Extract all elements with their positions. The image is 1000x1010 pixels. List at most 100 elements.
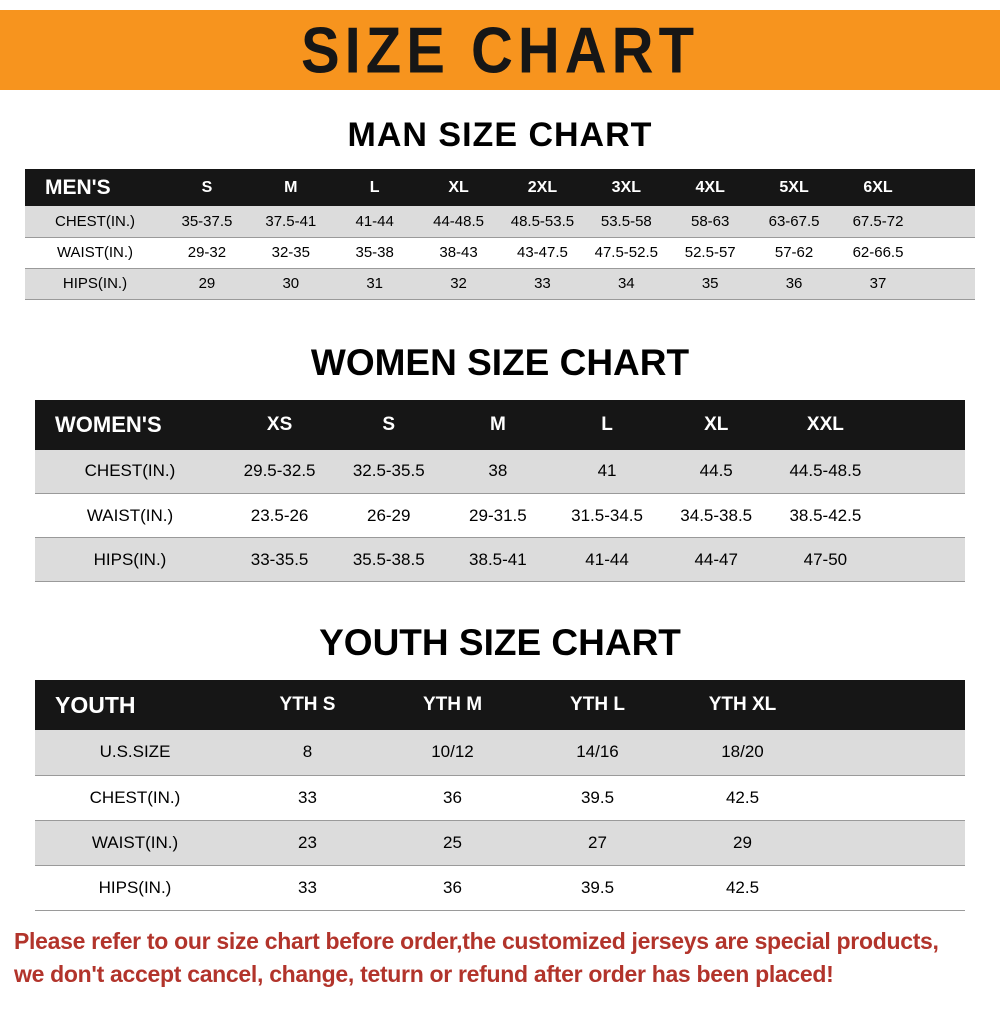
cell-value: 34.5-38.5 xyxy=(661,493,771,538)
cell-value: 33-35.5 xyxy=(225,537,335,582)
row-label: WAIST(IN.) xyxy=(25,237,165,269)
cell-value: 38 xyxy=(443,449,553,494)
filler-cell xyxy=(815,775,965,821)
column-header: 6XL xyxy=(836,169,920,206)
cell-value: 41 xyxy=(552,449,662,494)
cell-value: 33 xyxy=(235,865,380,911)
row-label: WAIST(IN.) xyxy=(35,493,225,538)
cell-value: 23.5-26 xyxy=(225,493,335,538)
cell-value: 63-67.5 xyxy=(752,206,836,238)
column-header: M xyxy=(248,169,333,206)
table-header-row: WOMEN'S XS S M L XL XXL xyxy=(35,399,965,450)
cell-value: 32.5-35.5 xyxy=(334,449,444,494)
row-label: CHEST(IN.) xyxy=(25,206,165,238)
cell-value: 58-63 xyxy=(668,206,753,238)
table-row: U.S.SIZE 8 10/12 14/16 18/20 xyxy=(35,730,965,776)
cell-value: 62-66.5 xyxy=(836,237,920,269)
row-label: U.S.SIZE xyxy=(35,730,235,776)
table-row: HIPS(IN.) 33-35.5 35.5-38.5 38.5-41 41-44 44-… xyxy=(35,537,965,582)
men-section-heading: MAN SIZE CHART xyxy=(347,116,653,154)
men-size-section: MAN SIZE CHART MEN'S S M L XL 2XL 3XL 4XL 5XL 6XL… xyxy=(0,116,1000,300)
column-header: YTH L xyxy=(525,680,670,730)
cell-value: 38-43 xyxy=(416,237,501,269)
column-header: 2XL xyxy=(500,169,585,206)
cell-value: 38.5-41 xyxy=(443,537,553,582)
filler-cell xyxy=(880,399,965,450)
row-label: HIPS(IN.) xyxy=(35,537,225,582)
table-row: HIPS(IN.) 29 30 31 32 33 34 35 36 37 xyxy=(25,268,975,300)
column-header: 3XL xyxy=(584,169,669,206)
cell-value: 36 xyxy=(380,865,525,911)
cell-value: 48.5-53.5 xyxy=(500,206,585,238)
filler-cell xyxy=(920,237,975,269)
column-header: XXL xyxy=(770,399,880,450)
cell-value: 35.5-38.5 xyxy=(334,537,444,582)
size-chart-page: SIZE CHART MAN SIZE CHART MEN'S S M L XL 2XL 3… xyxy=(0,10,1000,991)
cell-value: 57-62 xyxy=(752,237,836,269)
row-label: CHEST(IN.) xyxy=(35,449,225,494)
cell-value: 30 xyxy=(248,268,333,300)
table-row: HIPS(IN.) 33 36 39.5 42.5 xyxy=(35,865,965,911)
column-header: S xyxy=(334,399,444,450)
cell-value: 37.5-41 xyxy=(248,206,333,238)
cell-value: 38.5-42.5 xyxy=(770,493,880,538)
filler-cell xyxy=(920,206,975,238)
order-notice: Please refer to our size chart before or… xyxy=(14,925,1000,992)
cell-value: 35-37.5 xyxy=(165,206,249,238)
filler-cell xyxy=(815,730,965,776)
table-header-row: YOUTH YTH S YTH M YTH L YTH XL xyxy=(35,680,965,730)
cell-value: 39.5 xyxy=(525,865,670,911)
cell-value: 37 xyxy=(836,268,920,300)
filler-cell xyxy=(880,493,965,538)
column-header: XS xyxy=(225,399,335,450)
table-row: CHEST(IN.) 29.5-32.5 32.5-35.5 38 41 44.5 44.5… xyxy=(35,449,965,494)
cell-value: 33 xyxy=(500,268,585,300)
cell-value: 52.5-57 xyxy=(668,237,753,269)
cell-value: 31 xyxy=(332,268,417,300)
table-row: WAIST(IN.) 23 25 27 29 xyxy=(35,820,965,866)
cell-value: 26-29 xyxy=(334,493,444,538)
cell-value: 29-32 xyxy=(165,237,249,269)
cell-value: 36 xyxy=(752,268,836,300)
filler-cell xyxy=(920,268,975,300)
table-corner-label: MEN'S xyxy=(25,169,165,206)
cell-value: 35 xyxy=(668,268,753,300)
page-title: SIZE CHART xyxy=(301,13,699,87)
column-header: YTH XL xyxy=(670,680,815,730)
cell-value: 43-47.5 xyxy=(500,237,585,269)
column-header: L xyxy=(552,399,662,450)
column-header: 5XL xyxy=(752,169,836,206)
row-label: HIPS(IN.) xyxy=(25,268,165,300)
column-header: S xyxy=(165,169,249,206)
table-header-row: MEN'S S M L XL 2XL 3XL 4XL 5XL 6XL xyxy=(25,169,975,206)
cell-value: 53.5-58 xyxy=(584,206,669,238)
table-row: WAIST(IN.) 23.5-26 26-29 29-31.5 31.5-34.5 34… xyxy=(35,493,965,538)
cell-value: 27 xyxy=(525,820,670,866)
youth-section-heading: YOUTH SIZE CHART xyxy=(319,622,681,663)
banner: SIZE CHART xyxy=(0,10,1000,90)
table-row: CHEST(IN.) 33 36 39.5 42.5 xyxy=(35,775,965,821)
column-header: XL xyxy=(416,169,501,206)
cell-value: 41-44 xyxy=(332,206,417,238)
men-size-table: MEN'S S M L XL 2XL 3XL 4XL 5XL 6XL CHEST(IN.) 35-37… xyxy=(25,169,975,300)
cell-value: 39.5 xyxy=(525,775,670,821)
cell-value: 29.5-32.5 xyxy=(225,449,335,494)
filler-cell xyxy=(815,820,965,866)
youth-size-section: YOUTH SIZE CHART YOUTH YTH S YTH M YTH L YTH… xyxy=(0,622,1000,911)
cell-value: 44-47 xyxy=(661,537,771,582)
cell-value: 18/20 xyxy=(670,730,815,776)
cell-value: 32-35 xyxy=(248,237,333,269)
cell-value: 35-38 xyxy=(332,237,417,269)
column-header: YTH M xyxy=(380,680,525,730)
women-size-table: WOMEN'S XS S M L XL XXL CHEST(IN.) 29.5-32.5 32.5… xyxy=(35,399,965,582)
filler-cell xyxy=(880,537,965,582)
notice-line-2: we don't accept cancel, change, teturn o… xyxy=(14,960,834,987)
column-header: XL xyxy=(661,399,771,450)
filler-cell xyxy=(815,865,965,911)
notice-line-1: Please refer to our size chart before or… xyxy=(14,927,939,954)
cell-value: 29-31.5 xyxy=(443,493,553,538)
cell-value: 33 xyxy=(235,775,380,821)
cell-value: 29 xyxy=(165,268,249,300)
cell-value: 31.5-34.5 xyxy=(552,493,662,538)
cell-value: 44-48.5 xyxy=(416,206,501,238)
